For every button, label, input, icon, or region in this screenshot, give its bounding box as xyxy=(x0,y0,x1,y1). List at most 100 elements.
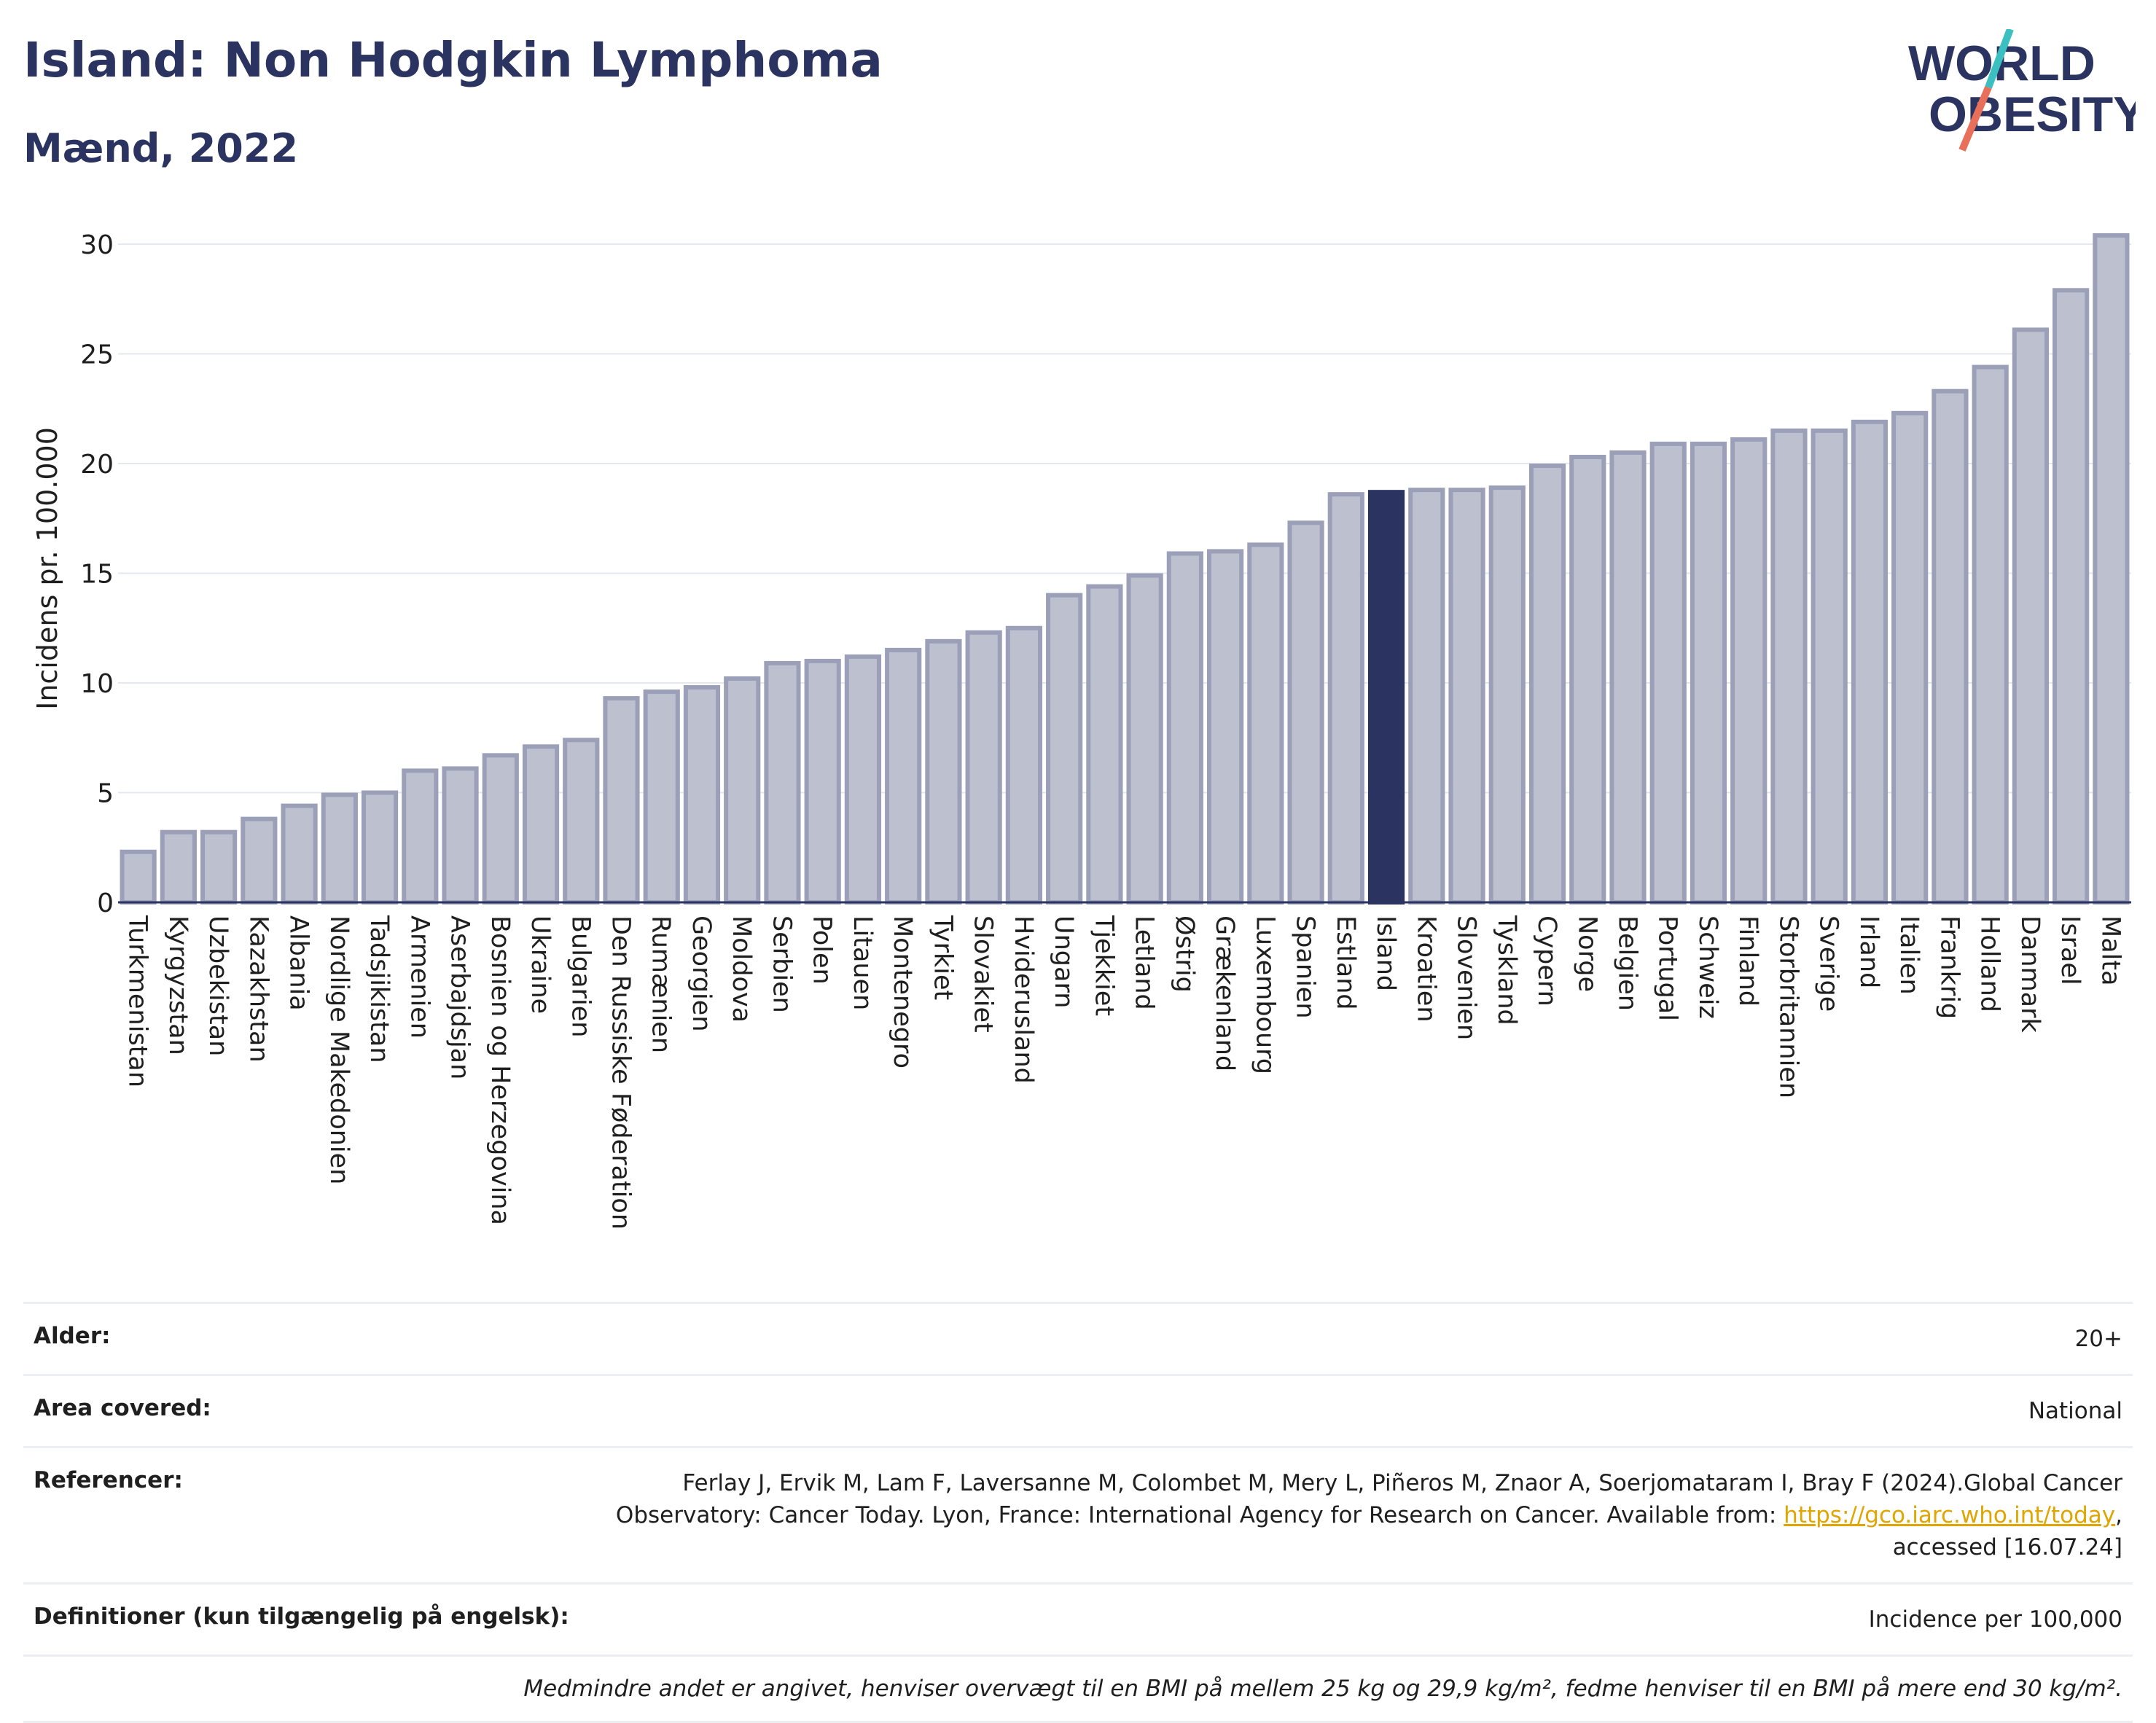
x-tick-label: Nordlige Makedonien xyxy=(324,915,354,1184)
bar-østrig xyxy=(1166,551,1203,905)
bar-kyrgyzstan xyxy=(160,829,197,905)
y-tick-label: 25 xyxy=(80,340,114,370)
info-label: Definitioner (kun tilgængelig på engelsk… xyxy=(34,1603,569,1630)
x-tick-label: Frankrig xyxy=(1934,915,1964,1019)
x-tick-label: Slovenien xyxy=(1452,915,1481,1040)
logo-slash-teal xyxy=(1985,29,2014,89)
bar-frankrig xyxy=(1932,388,1969,905)
x-tick-label: Tyskland xyxy=(1492,915,1521,1025)
y-tick-label: 0 xyxy=(97,888,114,918)
chart-subtitle: Mænd, 2022 xyxy=(23,125,299,171)
bar-slovakiet xyxy=(965,630,1002,905)
x-tick-label: Ungarn xyxy=(1049,915,1078,1008)
x-tick-label: Slovakiet xyxy=(969,915,998,1033)
x-tick-label: Bosnien og Herzegovina xyxy=(485,915,515,1225)
x-tick-label: Ukraine xyxy=(526,915,555,1014)
bar-nordlige-makedonien xyxy=(321,792,358,905)
bar-cypern xyxy=(1528,464,1566,905)
y-tick-label: 30 xyxy=(80,230,114,260)
bar-rumænien xyxy=(643,689,680,905)
bar-litauen xyxy=(844,654,882,905)
y-tick-label: 5 xyxy=(97,779,114,809)
x-tick-label: Israel xyxy=(2055,915,2085,985)
bar-danmark xyxy=(2012,327,2049,905)
x-tick-label: Polen xyxy=(808,915,837,985)
bar-bosnien-og-herzegovina xyxy=(482,753,519,905)
info-row-age: Alder: 20+ xyxy=(23,1302,2133,1374)
x-tick-label: Norge xyxy=(1572,915,1601,992)
footnote-text: Medmindre andet er angivet, henviser ove… xyxy=(523,1676,2122,1702)
bar-tyrkiet xyxy=(925,638,962,905)
x-tick-label: Litauen xyxy=(848,915,877,1010)
bars xyxy=(118,233,2131,905)
x-tick-label: Moldova xyxy=(727,915,756,1023)
bar-kroatien xyxy=(1408,488,1445,905)
bar-bulgarien xyxy=(563,738,600,905)
bar-spanien xyxy=(1287,520,1324,905)
info-label: Alder: xyxy=(34,1323,111,1349)
x-tick-label: Finland xyxy=(1733,915,1762,1007)
info-value: 20+ xyxy=(2074,1326,2122,1352)
bar-irland xyxy=(1851,419,1889,905)
bar-tjekkiet xyxy=(1086,584,1123,905)
reference-link[interactable]: https://gco.iarc.who.int/today xyxy=(1784,1502,2116,1528)
bar-montenegro xyxy=(885,647,922,905)
bar-georgien xyxy=(683,685,721,905)
x-tick-label: Serbien xyxy=(767,915,796,1013)
bar-hviderusland xyxy=(1005,625,1042,905)
info-label: Referencer: xyxy=(34,1467,183,1493)
bar-israel xyxy=(2053,288,2090,905)
logo-text-obesity: OBESITY xyxy=(1929,87,2136,142)
x-tick-label: Schweiz xyxy=(1693,915,1722,1019)
x-tick-label: Østrig xyxy=(1170,915,1199,993)
x-tick-label: Portugal xyxy=(1653,915,1682,1021)
bar-turkmenistan xyxy=(120,849,157,905)
bar-finland xyxy=(1730,437,1768,905)
bar-ukraine xyxy=(522,744,560,905)
bar-moldova xyxy=(724,676,761,905)
x-tick-label: Sverige xyxy=(1814,915,1843,1012)
info-table: Alder: 20+ Area covered: National Refere… xyxy=(23,1302,2133,1723)
x-tick-label: Tyrkiet xyxy=(928,915,957,1000)
y-tick-label: 20 xyxy=(80,450,114,480)
y-tick-label: 15 xyxy=(80,560,114,590)
x-tick-label: Irland xyxy=(1854,915,1883,988)
info-value: National xyxy=(2028,1398,2122,1424)
bar-portugal xyxy=(1649,441,1687,905)
bar-armenien xyxy=(402,768,439,905)
bar-storbritannien xyxy=(1770,428,1808,905)
bar-luxembourg xyxy=(1247,542,1284,905)
bar-polen xyxy=(804,658,841,905)
x-tick-label: Georgien xyxy=(687,915,716,1032)
bar-estland xyxy=(1327,492,1364,905)
y-axis-label: Incidens pr. 100.000 xyxy=(31,427,63,710)
reference-text: Ferlay J, Ervik M, Lam F, Laversanne M, … xyxy=(615,1470,2122,1528)
bar-island xyxy=(1367,490,1405,905)
x-tick-label: Kroatien xyxy=(1411,915,1440,1023)
bar-kazakhstan xyxy=(241,816,278,905)
bar-holland xyxy=(1972,364,2009,905)
x-tick-labels: Turkmenistan Kyrgyzstan Uzbekistan Kazakhst… xyxy=(123,915,2125,1230)
x-tick-label: Bulgarien xyxy=(566,915,595,1037)
x-tick-label: Island xyxy=(1371,915,1400,991)
chart-title: Island: Non Hodgkin Lymphoma xyxy=(23,32,883,88)
bar-letland xyxy=(1126,573,1163,905)
info-row-references: Referencer: Ferlay J, Ervik M, Lam F, La… xyxy=(23,1446,2133,1582)
x-tick-label: Danmark xyxy=(2015,915,2044,1034)
bar-den-russiske-føderation xyxy=(603,696,640,905)
x-tick-label: Italien xyxy=(1894,915,1923,995)
info-value: Ferlay J, Ervik M, Lam F, Laversanne M, … xyxy=(592,1467,2122,1563)
bar-schweiz xyxy=(1690,441,1727,905)
info-value: Incidence per 100,000 xyxy=(1868,1606,2122,1633)
x-tick-label: Turkmenistan xyxy=(123,915,152,1087)
x-tick-label: Cypern xyxy=(1532,915,1561,1007)
logo-slash-coral xyxy=(1958,86,1992,152)
info-footnote: Medmindre andet er angivet, henviser ove… xyxy=(23,1654,2133,1723)
bar-tadsjikistan xyxy=(361,790,399,905)
x-tick-label: Holland xyxy=(1975,915,2004,1012)
x-tick-label: Grækenland xyxy=(1210,915,1239,1071)
bar-serbien xyxy=(764,660,801,905)
x-tick-label: Montenegro xyxy=(888,915,917,1068)
bar-chart: 0 5 10 15 20 25 30 Turkmenistan Kyrgyzstan Uzbek… xyxy=(31,230,2131,1230)
world-obesity-logo: WORLD OBESITY xyxy=(1908,29,2136,152)
